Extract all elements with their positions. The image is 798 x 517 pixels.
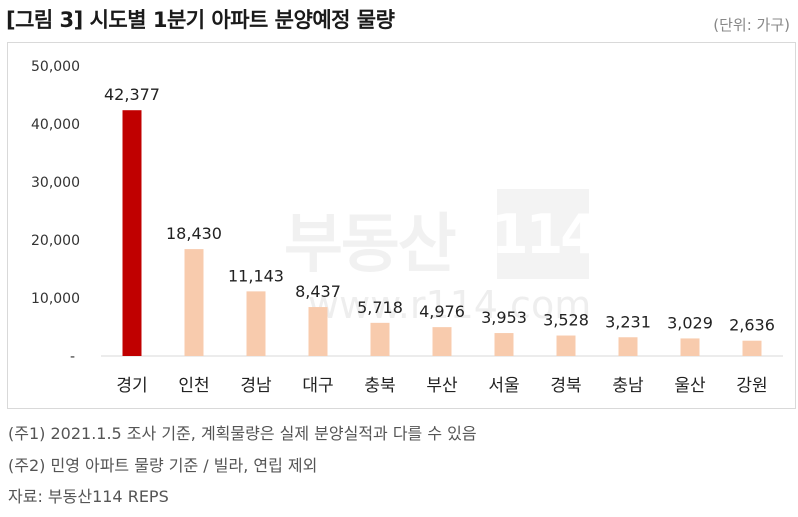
data-label: 11,143 (228, 266, 284, 285)
data-label: 18,430 (166, 224, 222, 243)
data-label: 8,437 (295, 282, 341, 301)
watermark-brand: 부동산 (284, 208, 457, 282)
bar (742, 340, 762, 356)
bar (680, 338, 700, 356)
bar (122, 110, 142, 356)
x-tick-label: 경기 (116, 376, 147, 396)
y-tick-label: 30,000 (31, 175, 80, 191)
source-note: 자료: 부동산114 REPS (8, 487, 169, 506)
data-label: 3,029 (667, 313, 713, 332)
bar (618, 337, 638, 356)
x-tick-label: 충북 (364, 376, 395, 396)
bar (184, 249, 204, 356)
footnote-1: (주1) 2021.1.5 조사 기준, 계획물량은 실제 분양실적과 다를 수… (8, 424, 477, 443)
x-tick-label: 경남 (240, 376, 272, 396)
x-tick-label: 대구 (302, 376, 333, 396)
data-label: 3,953 (481, 308, 527, 327)
data-label: 5,718 (357, 298, 403, 317)
watermark-box-text: 114 (491, 202, 598, 266)
x-tick-label: 인천 (178, 376, 209, 396)
x-tick-label: 충남 (612, 376, 644, 396)
chart-frame: 부동산 114 www.r114.com - 10,000 20,000 30,000… (7, 42, 796, 409)
x-tick-label: 서울 (488, 376, 519, 396)
data-label: 2,636 (729, 316, 775, 335)
bar-chart: - 10,000 20,000 30,000 40,000 50,000 42,377 경기 1… (31, 59, 783, 396)
bar (494, 333, 514, 356)
y-tick-label: 10,000 (31, 291, 80, 307)
chart-title: [그림 3] 시도별 1분기 아파트 분양예정 물량 (6, 8, 395, 32)
data-label: 3,231 (605, 312, 651, 331)
y-tick-label: 40,000 (31, 117, 80, 133)
watermark-url: www.r114.com (308, 283, 592, 327)
footnote-2: (주2) 민영 아파트 물량 기준 / 빌라, 연립 제외 (8, 455, 318, 475)
x-tick-label: 부산 (426, 376, 458, 396)
bar (556, 335, 576, 356)
bar (432, 327, 452, 356)
bar (308, 307, 328, 356)
y-tick-label: - (70, 349, 75, 365)
data-label: 3,528 (543, 311, 589, 330)
watermark-logo-box: 114 (491, 189, 598, 279)
y-tick-label: 20,000 (31, 233, 80, 249)
y-tick-label: 50,000 (31, 59, 80, 75)
x-tick-label: 경북 (550, 376, 581, 396)
x-tick-label: 강원 (736, 376, 767, 396)
data-label: 4,976 (419, 302, 465, 321)
unit-label: (단위: 가구) (713, 16, 790, 34)
footnotes: (주1) 2021.1.5 조사 기준, 계획물량은 실제 분양실적과 다를 수… (8, 418, 477, 513)
data-label: 42,377 (104, 85, 160, 104)
bar (370, 322, 390, 356)
x-tick-label: 울산 (674, 376, 706, 396)
bar (246, 291, 266, 356)
